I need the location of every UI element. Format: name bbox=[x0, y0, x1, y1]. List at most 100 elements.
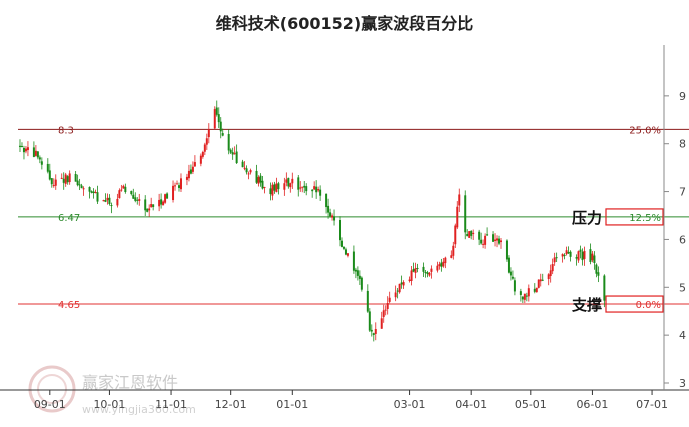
candle-body bbox=[74, 174, 77, 182]
candle-body bbox=[257, 177, 260, 184]
candle-body bbox=[215, 107, 218, 115]
candle-body bbox=[219, 121, 222, 132]
candle-body bbox=[500, 240, 502, 243]
x-tick-label: 07-01 bbox=[636, 398, 668, 411]
candle-body bbox=[20, 145, 23, 147]
candle-body bbox=[333, 216, 336, 221]
x-tick-label: 09-01 bbox=[34, 398, 66, 411]
candle-body bbox=[513, 280, 516, 292]
candle-body bbox=[285, 179, 288, 183]
candle-body bbox=[563, 254, 566, 256]
candle-body bbox=[205, 138, 208, 145]
candle-body bbox=[484, 235, 487, 245]
x-tick-label: 06-01 bbox=[576, 398, 608, 411]
candle-body bbox=[549, 270, 552, 277]
candle-body bbox=[464, 195, 467, 233]
candle-body bbox=[342, 247, 345, 249]
candle-body bbox=[366, 290, 369, 312]
y-tick-label: 8 bbox=[679, 138, 686, 151]
candle-body bbox=[110, 205, 113, 207]
candle-body bbox=[32, 147, 35, 157]
candle-body bbox=[255, 170, 258, 183]
candle-body bbox=[482, 243, 485, 245]
level-annotation: 支撑 bbox=[571, 296, 602, 314]
candle-body bbox=[315, 186, 318, 193]
candle-body bbox=[138, 199, 141, 201]
candle-body bbox=[18, 145, 21, 147]
candle-body bbox=[102, 200, 105, 202]
y-tick-label: 3 bbox=[679, 377, 686, 390]
candle-body bbox=[400, 282, 403, 285]
candle-body bbox=[243, 167, 246, 169]
y-tick-label: 4 bbox=[679, 329, 686, 342]
candle-body bbox=[148, 208, 151, 211]
candle-body bbox=[22, 147, 25, 153]
candle-body bbox=[444, 257, 447, 264]
candle-body bbox=[50, 178, 53, 185]
candle-body bbox=[523, 293, 526, 300]
candle-body bbox=[466, 233, 469, 237]
candle-body bbox=[269, 188, 272, 195]
candle-body bbox=[233, 153, 236, 155]
candle-body bbox=[191, 166, 194, 172]
candle-body bbox=[356, 270, 359, 276]
level-percent-label: 12.5% bbox=[629, 213, 661, 224]
candle-body bbox=[263, 186, 266, 188]
candle-body bbox=[579, 249, 582, 252]
chart-title: 维科技术(600152)赢家波段百分比 bbox=[215, 14, 474, 33]
x-tick-label: 03-01 bbox=[394, 398, 426, 411]
candle-body bbox=[213, 109, 216, 129]
candle-body bbox=[283, 183, 286, 190]
x-tick-label: 10-01 bbox=[93, 398, 125, 411]
candle-body bbox=[340, 240, 343, 247]
candle-body bbox=[505, 240, 508, 260]
candle-body bbox=[410, 270, 413, 281]
candle-body bbox=[327, 205, 330, 213]
level-value-label: 4.65 bbox=[58, 300, 80, 311]
candle-body bbox=[551, 264, 554, 272]
candle-body bbox=[507, 257, 510, 273]
candle-body bbox=[245, 168, 248, 173]
candle-body bbox=[436, 265, 439, 271]
candle-body bbox=[521, 296, 524, 300]
candle-body bbox=[106, 197, 109, 201]
candle-body bbox=[203, 144, 206, 152]
candle-body bbox=[305, 186, 308, 192]
candle-body bbox=[533, 288, 536, 292]
level-percent-box bbox=[605, 208, 664, 226]
candle-body bbox=[134, 197, 137, 201]
candle-body bbox=[331, 215, 334, 218]
candle-body bbox=[384, 309, 387, 311]
candle-body bbox=[498, 238, 501, 244]
candle-body bbox=[450, 255, 453, 258]
candle-body bbox=[162, 201, 165, 206]
candle-body bbox=[227, 134, 230, 151]
candle-body bbox=[66, 176, 69, 183]
candle-body bbox=[589, 249, 592, 262]
candle-body bbox=[88, 187, 91, 192]
candle-body bbox=[442, 261, 445, 267]
candle-body bbox=[64, 174, 67, 184]
candle-body bbox=[428, 272, 431, 276]
candle-body bbox=[402, 282, 405, 286]
candle-body bbox=[48, 170, 51, 180]
candle-body bbox=[144, 199, 147, 211]
candle-body bbox=[581, 251, 584, 261]
watermark-url: www.yingjia360.com bbox=[82, 403, 196, 416]
candle-body bbox=[344, 249, 347, 255]
candle-body bbox=[189, 169, 192, 174]
candle-body bbox=[422, 266, 425, 272]
candle-body bbox=[388, 297, 391, 302]
candle-body bbox=[325, 193, 328, 208]
watermark: 赢家江恩软件 www.yingjia360.com bbox=[28, 365, 196, 416]
candle-body bbox=[229, 149, 232, 153]
candle-body bbox=[124, 186, 127, 193]
candle-body bbox=[311, 189, 314, 192]
candle-body bbox=[52, 185, 55, 187]
candle-body bbox=[386, 303, 389, 309]
candle-body bbox=[494, 239, 497, 241]
candle-body bbox=[120, 189, 123, 191]
candle-body bbox=[164, 194, 167, 203]
candle-body bbox=[553, 257, 556, 263]
candle-body bbox=[122, 185, 125, 189]
